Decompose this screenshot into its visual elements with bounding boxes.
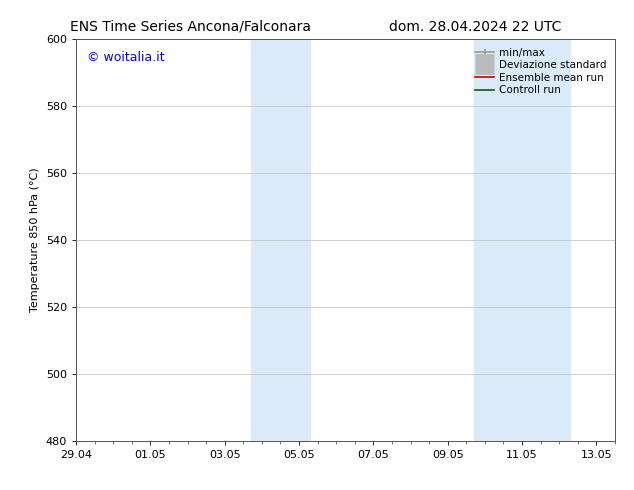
- Text: ENS Time Series Ancona/Falconara: ENS Time Series Ancona/Falconara: [70, 20, 311, 34]
- Bar: [251, 39, 310, 441]
- Bar: [474, 39, 571, 441]
- Y-axis label: Temperature 850 hPa (°C): Temperature 850 hPa (°C): [30, 168, 40, 313]
- Text: dom. 28.04.2024 22 UTC: dom. 28.04.2024 22 UTC: [389, 20, 562, 34]
- Text: © woitalia.it: © woitalia.it: [87, 51, 164, 64]
- Legend: min/max, Deviazione standard, Ensemble mean run, Controll run: min/max, Deviazione standard, Ensemble m…: [472, 45, 610, 98]
